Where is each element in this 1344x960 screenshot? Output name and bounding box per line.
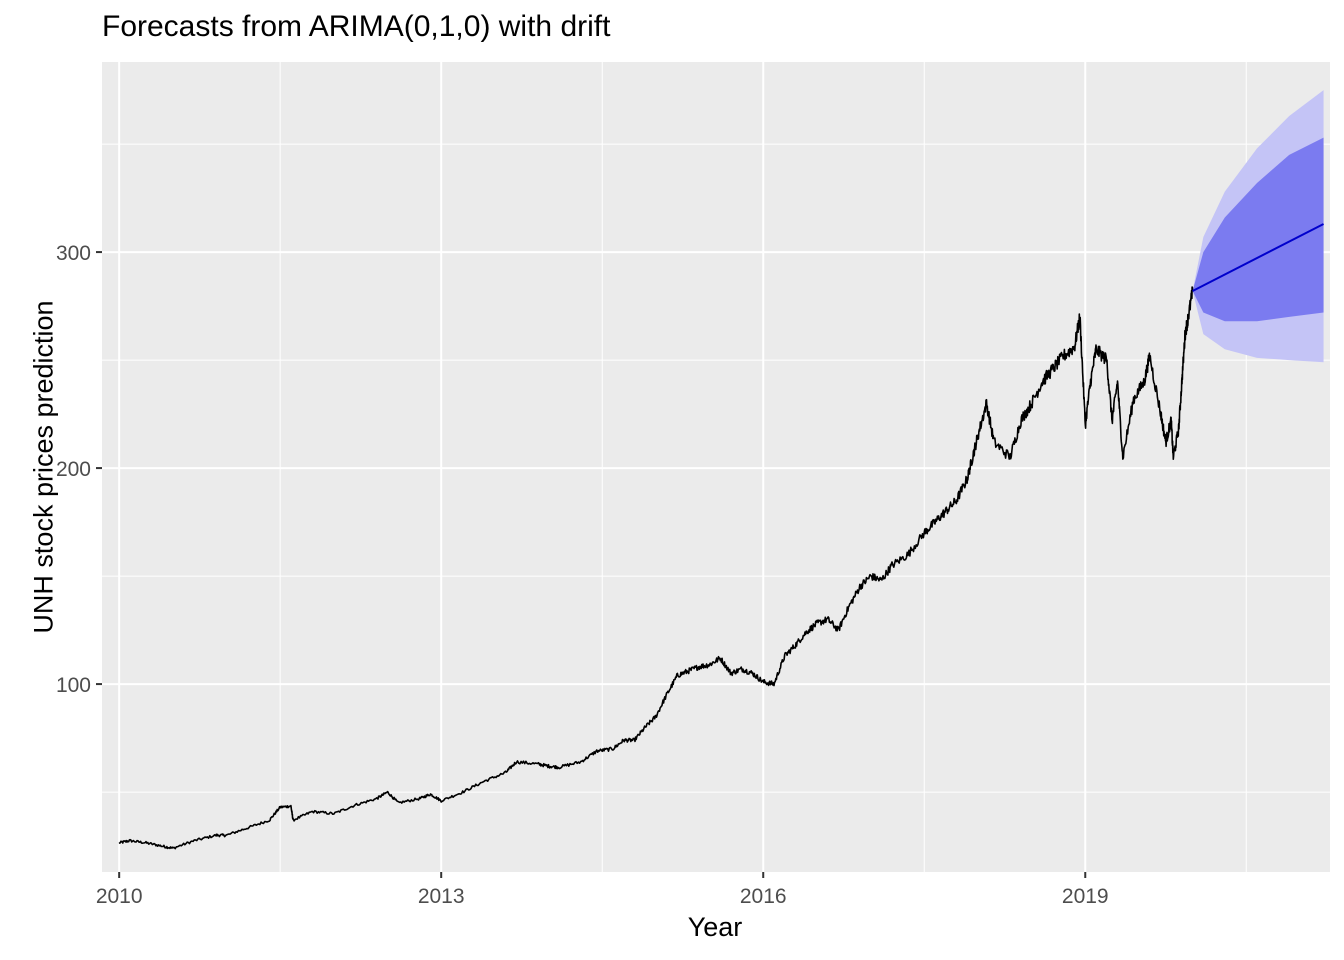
x-axis-label: Year [687, 912, 743, 942]
series-lines [118, 223, 1325, 850]
x-tick-label: 2013 [418, 885, 465, 908]
x-tick-label: 2019 [1062, 885, 1109, 908]
x-tick-label: 2016 [740, 885, 787, 908]
y-tick-label: 200 [56, 458, 91, 481]
y-axis-label: UNH stock prices prediction [28, 300, 59, 634]
forecast-mean-line [1192, 223, 1325, 292]
plot-panel [102, 62, 1330, 872]
chart-title: Forecasts from ARIMA(0,1,0) with drift [102, 10, 611, 43]
y-tick-label: 100 [56, 674, 91, 697]
x-tick-label: 2010 [96, 885, 143, 908]
history-line [118, 286, 1194, 850]
major-gridlines [102, 62, 1330, 872]
axes: 2010 2013 2016 2019 100 200 300 [56, 242, 1109, 908]
y-tick-label: 300 [56, 242, 91, 265]
